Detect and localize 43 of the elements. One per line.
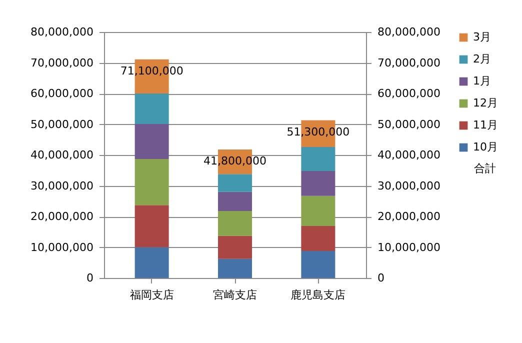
y2-tick-label: 70,000,000 [378, 56, 440, 70]
legend-label: 3月 [473, 30, 491, 44]
y2-tick-label: 10,000,000 [378, 240, 440, 254]
y-tick-label: 40,000,000 [30, 148, 94, 162]
bar [301, 250, 336, 278]
y-tick-label: 20,000,000 [30, 210, 94, 223]
bar [218, 210, 252, 236]
bar [134, 124, 169, 159]
bar [301, 147, 336, 171]
y2-tick-label: 20,000,000 [378, 210, 440, 223]
bar [218, 192, 252, 211]
bar [301, 196, 336, 226]
bar [134, 205, 169, 248]
y-tick-label: 30,000,000 [30, 179, 94, 192]
bar [218, 174, 252, 192]
y-tick-label: 10,000,000 [30, 240, 94, 254]
y-tick-label: 80,000,000 [30, 26, 94, 38]
x-tick-label: 福岡支店 [130, 288, 174, 302]
y-tick-label: 0 [86, 272, 94, 284]
y2-tick-label: 50,000,000 [378, 118, 440, 131]
text: 合計 [474, 162, 496, 175]
legend-label: 1月 [473, 74, 491, 88]
y2-tick-label: 30,000,000 [378, 179, 440, 192]
y2-tick-label: 60,000,000 [378, 87, 440, 100]
bar [134, 159, 169, 206]
legend-label: 10月 [473, 140, 498, 154]
x-tick-label: 宮崎支店 [213, 288, 257, 302]
legend-label: 2月 [473, 52, 491, 66]
y2-tick-label: 40,000,000 [378, 148, 440, 162]
bar [301, 170, 336, 196]
y-tick-label: 50,000,000 [30, 118, 94, 131]
bar [134, 247, 169, 278]
y2-tick-label: 0 [378, 272, 384, 284]
x-tick-label: 鹿児島支店 [290, 288, 346, 302]
bar [218, 258, 252, 278]
y2-tick-label: 80,000,000 [378, 26, 440, 38]
legend-label: 11月 [473, 118, 498, 132]
y-tick-label: 70,000,000 [30, 56, 94, 70]
legend-label: 12月 [473, 96, 498, 110]
bar [218, 236, 252, 259]
bar [301, 226, 336, 251]
bar [134, 94, 169, 124]
y-tick-label: 60,000,000 [30, 87, 94, 100]
